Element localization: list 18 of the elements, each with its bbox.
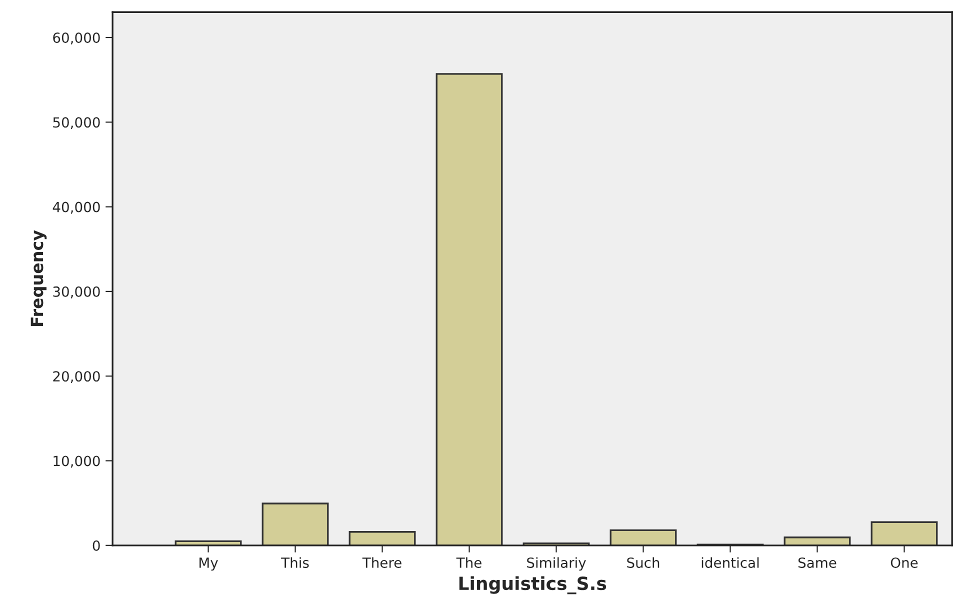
x-tick-label: Same: [798, 557, 836, 568]
x-tick-label: One: [890, 557, 918, 568]
x-tick-label: My: [200, 558, 218, 571]
y-tick-label: 50,000: [53, 117, 100, 130]
x-axis-title: Linguistics_S.s: [459, 576, 606, 594]
y-tick-label: 10,000: [54, 456, 100, 468]
x-tick-label: identical: [702, 557, 759, 568]
x-tick-label: The: [456, 557, 482, 568]
x-tick-label: This: [281, 557, 309, 568]
y-tick-label: 0: [92, 540, 100, 551]
y-tick-label: 20,000: [53, 371, 100, 383]
y-axis-title: Frequency: [30, 230, 47, 326]
x-tick-label: Similariy: [527, 557, 586, 571]
y-tick-label: 60,000: [53, 32, 100, 44]
y-tick-label: 40,000: [52, 202, 100, 214]
x-tick-label: There: [362, 557, 402, 568]
x-tick-label: Such: [627, 557, 660, 568]
y-tick-label: 30,000: [53, 286, 100, 298]
